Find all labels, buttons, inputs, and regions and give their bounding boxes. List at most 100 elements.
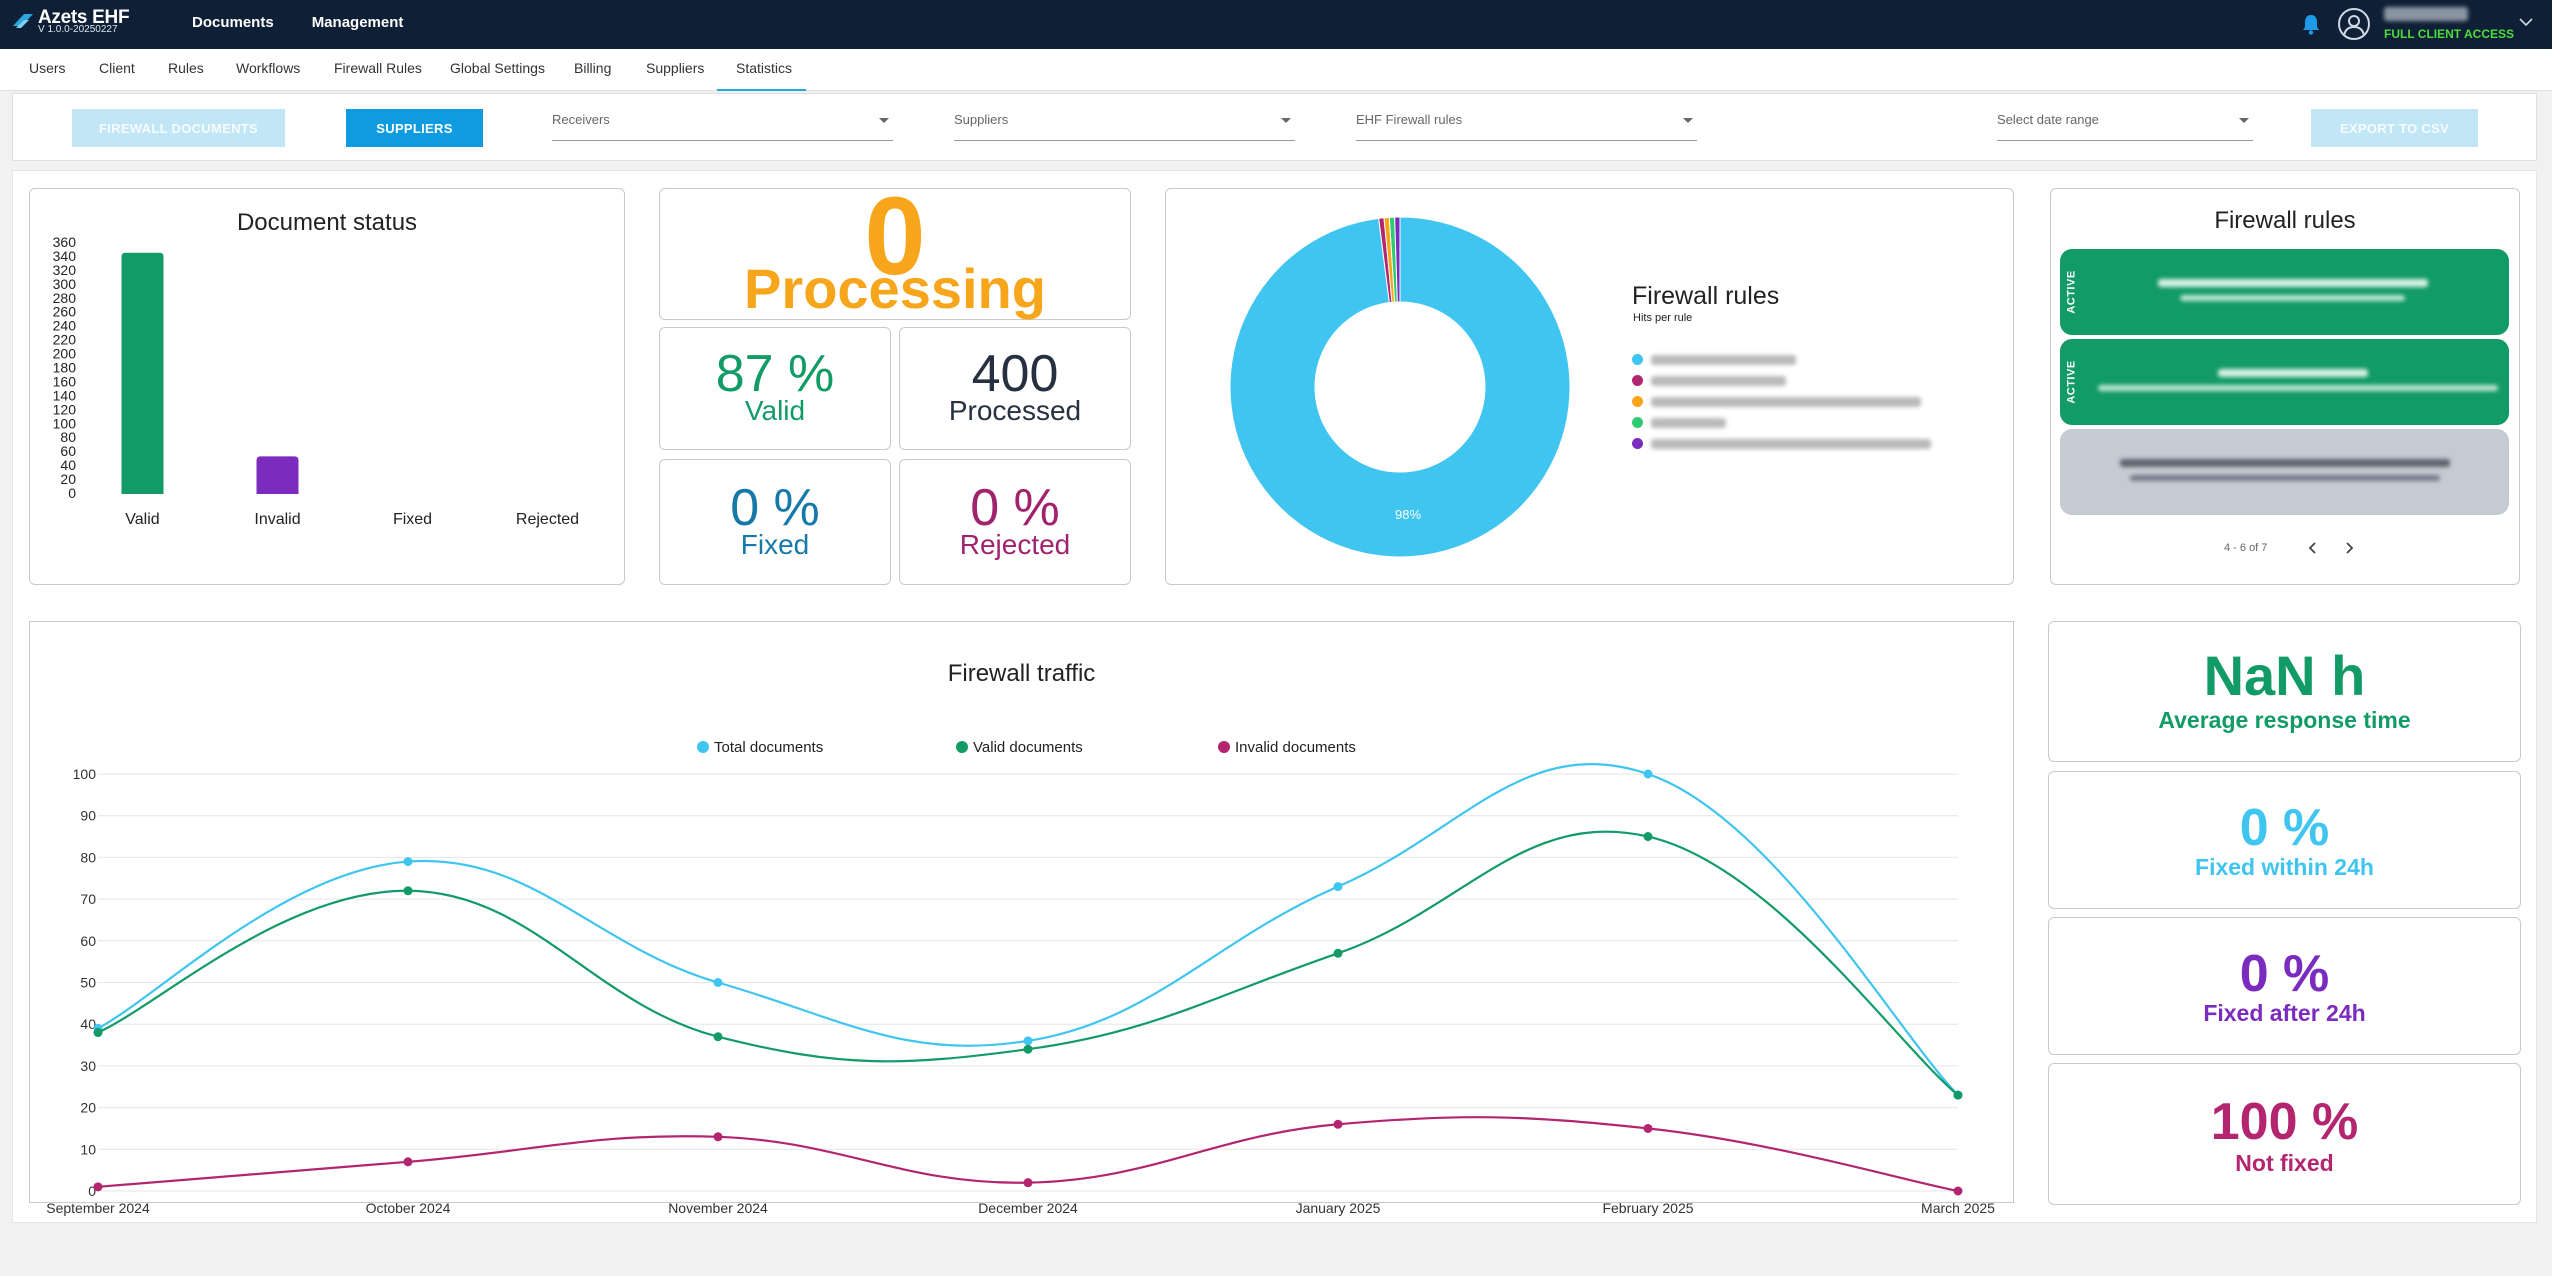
suppliers-button[interactable]: SUPPLIERS <box>346 109 483 147</box>
tab-global-settings[interactable]: Global Settings <box>450 60 545 76</box>
document-status-chart: 0204060801001201401601802002202402602803… <box>53 234 579 528</box>
donut-slice[interactable] <box>1229 216 1571 558</box>
date-range-select[interactable]: Select date range <box>1997 107 2253 141</box>
data-point[interactable] <box>1023 1178 1033 1188</box>
y-tick-label: 80 <box>60 429 76 445</box>
legend-item[interactable] <box>1632 375 1786 386</box>
data-point[interactable] <box>1333 882 1343 892</box>
user-avatar[interactable] <box>2338 8 2370 40</box>
valid-label: Valid <box>744 395 806 426</box>
app-name: Azets EHF <box>38 7 130 28</box>
tab-statistics[interactable]: Statistics <box>717 49 806 91</box>
rejected-kpi-card: 0 % Rejected <box>899 459 1131 585</box>
chevron-right-icon[interactable] <box>2343 541 2355 555</box>
data-point[interactable] <box>93 1182 103 1192</box>
data-point[interactable] <box>1023 1036 1033 1046</box>
fixed-kpi-card: 0 % Fixed <box>659 459 891 585</box>
fixed-within-24h-value: 0 % <box>2239 799 2330 857</box>
tab-billing[interactable]: Billing <box>574 60 612 76</box>
x-tick-label: February 2025 <box>1602 1200 1693 1216</box>
y-tick-label: 90 <box>80 808 96 824</box>
y-tick-label: 20 <box>80 1100 96 1116</box>
tab-users[interactable]: Users <box>29 60 66 76</box>
firewall-hits-card: 98% Firewall rules Hits per rule <box>1165 188 2014 585</box>
top-bar: Azets EHF V 1.0.0-20250227 Documents Man… <box>0 0 2552 49</box>
chevron-down-icon[interactable] <box>2519 17 2533 27</box>
y-tick-label: 140 <box>53 387 77 403</box>
legend-label[interactable]: Total documents <box>714 739 823 756</box>
active-badge: ACTIVE <box>2060 249 2084 335</box>
data-point[interactable] <box>1643 769 1653 779</box>
data-point[interactable] <box>713 978 723 987</box>
processed-kpi-card: 400 Processed <box>899 327 1131 450</box>
bar-invalid[interactable] <box>256 456 299 494</box>
data-point[interactable] <box>93 1028 103 1038</box>
y-tick-label: 160 <box>53 373 77 389</box>
tab-workflows[interactable]: Workflows <box>236 60 301 76</box>
data-point[interactable] <box>1333 948 1343 958</box>
donut-slice[interactable] <box>1394 216 1401 303</box>
data-point[interactable] <box>1643 832 1653 842</box>
nav-documents[interactable]: Documents <box>192 14 274 31</box>
firewall-traffic-title: Firewall traffic <box>947 660 1096 687</box>
rule-name-redacted <box>2158 279 2428 287</box>
legend-item[interactable] <box>1632 417 1726 428</box>
data-point[interactable] <box>1953 1090 1963 1100</box>
y-tick-label: 0 <box>68 485 76 501</box>
data-point[interactable] <box>1643 1123 1653 1133</box>
x-tick-label: January 2025 <box>1296 1200 1381 1216</box>
processing-count: 0 <box>864 175 926 298</box>
firewall-traffic-card <box>29 621 2014 1203</box>
legend-label-redacted <box>1651 417 1726 428</box>
firewall-rule-card[interactable]: ACTIVE <box>2060 249 2509 335</box>
data-point[interactable] <box>1953 1186 1963 1196</box>
legend-label-redacted <box>1651 396 1921 407</box>
fixed-after-24h-card: 0 % Fixed after 24h <box>2048 917 2521 1055</box>
valid-percent: 87 % <box>715 345 835 403</box>
legend-item[interactable] <box>1632 396 1921 407</box>
legend-dot <box>1632 438 1643 449</box>
data-point[interactable] <box>713 1132 723 1142</box>
data-point[interactable] <box>713 1032 723 1042</box>
legend-dot <box>1218 741 1230 753</box>
receivers-select[interactable]: Receivers <box>552 107 893 141</box>
data-point[interactable] <box>403 857 413 867</box>
chevron-left-icon[interactable] <box>2307 541 2319 555</box>
firewall-documents-button[interactable]: FIREWALL DOCUMENTS <box>72 109 285 147</box>
ehf-firewall-rules-select[interactable]: EHF Firewall rules <box>1356 107 1697 141</box>
suppliers-select[interactable]: Suppliers <box>954 107 1295 141</box>
tab-client[interactable]: Client <box>99 60 135 76</box>
data-point[interactable] <box>403 1157 413 1167</box>
firewall-hits-title: Firewall rules <box>1632 282 1780 310</box>
bar-valid[interactable] <box>121 252 164 494</box>
filter-bar: FIREWALL DOCUMENTS SUPPLIERS Receivers S… <box>12 93 2537 161</box>
tab-suppliers[interactable]: Suppliers <box>646 60 705 76</box>
data-point[interactable] <box>1023 1044 1033 1054</box>
y-tick-label: 40 <box>80 1016 96 1032</box>
data-point[interactable] <box>403 886 413 896</box>
x-tick-label: Invalid <box>254 511 300 528</box>
legend-label-redacted <box>1651 375 1786 386</box>
export-csv-button[interactable]: EXPORT TO CSV <box>2311 109 2478 147</box>
legend-dot <box>956 741 968 753</box>
app-logo[interactable]: Azets EHF <box>12 7 130 32</box>
legend-label[interactable]: Valid documents <box>973 739 1083 756</box>
legend-label[interactable]: Invalid documents <box>1235 739 1356 756</box>
azets-logo-icon <box>13 14 33 28</box>
tab-rules[interactable]: Rules <box>168 60 204 76</box>
tab-firewall-rules[interactable]: Firewall Rules <box>334 60 422 76</box>
x-tick-label: Fixed <box>393 511 432 528</box>
data-point[interactable] <box>1333 1119 1343 1129</box>
firewall-rule-card[interactable] <box>2060 429 2509 515</box>
legend-item[interactable] <box>1632 438 1931 449</box>
nav-management[interactable]: Management <box>311 14 404 31</box>
app-version: V 1.0.0-20250227 <box>38 24 118 35</box>
firewall-rules-panel: Firewall rules ACTIVE ACTIVE 4 - 6 of 7 <box>2050 188 2520 585</box>
y-tick-label: 260 <box>53 304 77 320</box>
avg-response-card: NaN h Average response time <box>2048 621 2521 762</box>
legend-item[interactable] <box>1632 354 1796 365</box>
firewall-rule-card[interactable]: ACTIVE <box>2060 339 2509 425</box>
firewall-rules-panel-title: Firewall rules <box>2214 207 2356 234</box>
notification-bell-icon[interactable] <box>2301 13 2321 35</box>
y-tick-label: 50 <box>80 975 96 991</box>
